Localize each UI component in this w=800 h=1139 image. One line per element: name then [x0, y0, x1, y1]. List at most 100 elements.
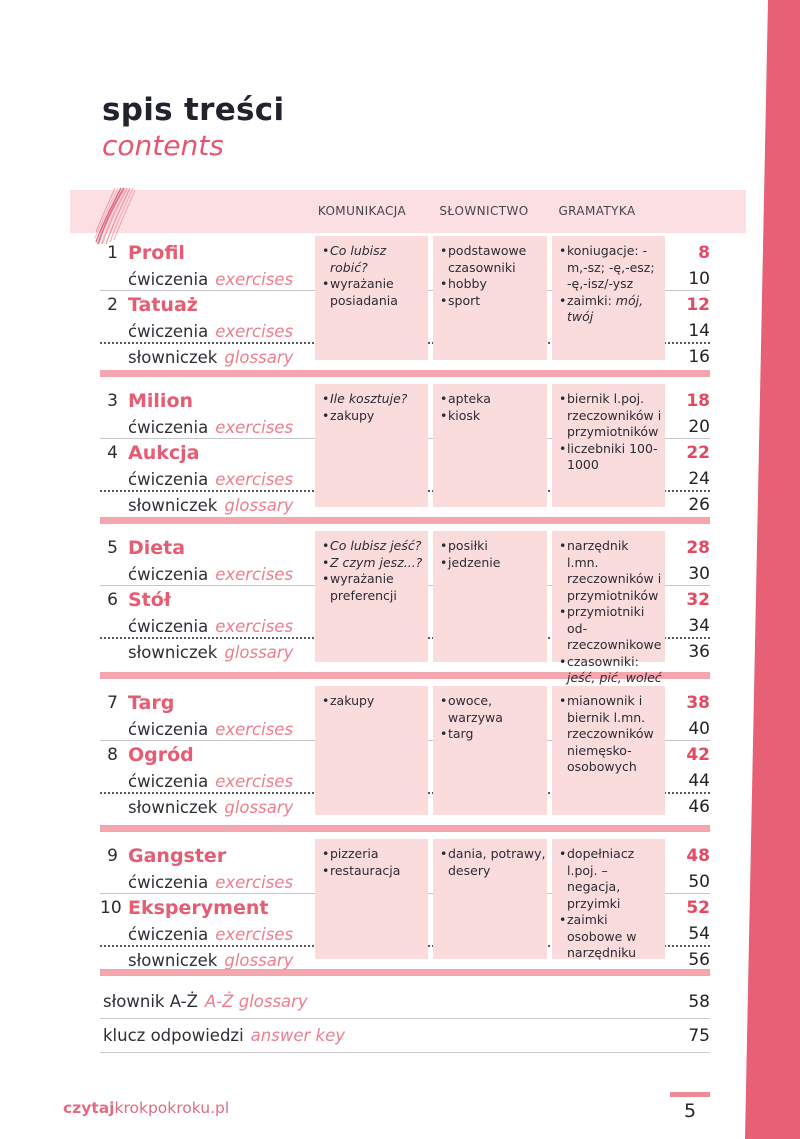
- page-number[interactable]: 34: [688, 616, 710, 636]
- exercises-entry[interactable]: ćwiczenia exercises: [128, 561, 293, 587]
- box-komunikacja: zakupy: [315, 686, 428, 815]
- page-number[interactable]: 75: [688, 1025, 710, 1046]
- page-number[interactable]: 50: [688, 872, 710, 892]
- page-number[interactable]: 48: [686, 846, 710, 866]
- chapter-entry[interactable]: 2 Tatuaż: [100, 292, 198, 318]
- page-number[interactable]: 52: [686, 898, 710, 918]
- page-number[interactable]: 24: [688, 469, 710, 489]
- toc-section: 5 Dieta ćwiczenia exercises 6 Stół ćwiczenia ex…: [100, 531, 710, 685]
- page-number[interactable]: 46: [688, 797, 710, 817]
- section-divider-bar: [100, 969, 710, 976]
- exercises-label-en: exercises: [215, 719, 294, 739]
- chapter-entry[interactable]: 5 Dieta: [100, 535, 185, 561]
- chapter-entry[interactable]: 7 Targ: [100, 690, 174, 716]
- back-matter-label-pl: klucz odpowiedzi: [103, 1026, 244, 1045]
- page-number[interactable]: 40: [688, 719, 710, 739]
- glossary-label-en: glossary: [224, 347, 294, 367]
- bullet-item: zakupy: [322, 408, 427, 425]
- back-matter-entry[interactable]: słownik A-Ż A-Ż glossary 58: [100, 985, 710, 1019]
- website-link-rest: krokpokroku.pl: [114, 1099, 230, 1117]
- page-number[interactable]: 22: [686, 443, 710, 463]
- exercises-label-pl: ćwiczenia: [128, 719, 209, 739]
- chapter-title: Targ: [128, 692, 175, 714]
- bullet-text: restauracja: [330, 862, 401, 878]
- page-number[interactable]: 32: [686, 590, 710, 610]
- chapter-entry[interactable]: 9 Gangster: [100, 843, 226, 869]
- page-number[interactable]: 28: [686, 538, 710, 558]
- bullet-text: jedzenie: [448, 554, 501, 570]
- box-slownictwo: podstawowe czasownikihobbysport: [433, 236, 547, 360]
- box-komunikacja: pizzeriarestauracja: [315, 839, 428, 959]
- chapter-entry[interactable]: 10 Eksperyment: [100, 895, 268, 921]
- exercises-label-pl: ćwiczenia: [128, 924, 209, 944]
- back-matter-entry[interactable]: klucz odpowiedzi answer key 75: [100, 1019, 710, 1053]
- glossary-entry[interactable]: słowniczek glossary: [128, 344, 293, 370]
- bullet-text: dopełniacz l.poj. – negacja, przyimki: [567, 846, 635, 911]
- page-number[interactable]: 42: [686, 745, 710, 765]
- page-number[interactable]: 8: [698, 243, 710, 263]
- bullet-text: podstawowe czasowniki: [448, 243, 527, 275]
- back-matter-label: klucz odpowiedzi answer key: [103, 1026, 345, 1045]
- exercises-entry[interactable]: ćwiczenia exercises: [128, 466, 293, 492]
- page-number[interactable]: 14: [688, 321, 710, 341]
- bullet-text: czasowniki:: [567, 653, 639, 669]
- page-number[interactable]: 44: [688, 771, 710, 791]
- exercises-entry[interactable]: ćwiczenia exercises: [128, 716, 293, 742]
- bullet-item: czasowniki: jeść, pić, woleć: [559, 654, 664, 687]
- page-number[interactable]: 20: [688, 417, 710, 437]
- chapter-entry[interactable]: 1 Profil: [100, 240, 185, 266]
- website-link[interactable]: czytajkrokpokroku.pl: [63, 1099, 229, 1117]
- exercises-label-pl: ćwiczenia: [128, 469, 209, 489]
- bullet-item: wyrażanie preferencji: [322, 571, 427, 604]
- toc-section: 9 Gangster ćwiczenia exercises 10 Eksperyment…: [100, 839, 710, 970]
- exercises-entry[interactable]: ćwiczenia exercises: [128, 266, 293, 292]
- page-title: spis treści: [102, 92, 285, 128]
- bullet-item: liczebniki 100-1000: [559, 441, 664, 474]
- bullet-text: pizzeria: [330, 846, 379, 861]
- bullet-text: Co lubisz jeść?: [330, 538, 422, 553]
- bullet-item: sport: [440, 293, 546, 310]
- column-header-komunikacja: KOMUNIKACJA: [317, 204, 407, 218]
- glossary-entry[interactable]: słowniczek glossary: [128, 794, 293, 820]
- glossary-entry[interactable]: słowniczek glossary: [128, 947, 293, 973]
- chapter-entry[interactable]: 8 Ogród: [100, 742, 194, 768]
- page-number[interactable]: 10: [688, 269, 710, 289]
- page-number[interactable]: 36: [688, 642, 710, 662]
- exercises-entry[interactable]: ćwiczenia exercises: [128, 869, 293, 895]
- page-number[interactable]: 26: [688, 495, 710, 515]
- box-gramatyka: biernik l.poj. rzeczowników i przymiotni…: [552, 384, 665, 507]
- exercises-label-en: exercises: [215, 469, 294, 489]
- box-slownictwo: aptekakiosk: [433, 384, 547, 507]
- exercises-entry[interactable]: ćwiczenia exercises: [128, 768, 293, 794]
- swirl-decoration-icon: [94, 187, 136, 245]
- page-number[interactable]: 58: [688, 991, 710, 1012]
- chapter-entry[interactable]: 3 Milion: [100, 388, 193, 414]
- page-number[interactable]: 16: [688, 347, 710, 367]
- exercises-entry[interactable]: ćwiczenia exercises: [128, 318, 293, 344]
- box-gramatyka: narzędnik l.mn. rzeczowników i przymiotn…: [552, 531, 665, 685]
- bullet-item: zakupy: [322, 693, 427, 710]
- bullet-item: wyrażanie posiadania: [322, 276, 427, 309]
- bullet-item: Z czym jesz...?: [322, 555, 427, 572]
- glossary-entry[interactable]: słowniczek glossary: [128, 639, 293, 665]
- chapter-entry[interactable]: 4 Aukcja: [100, 440, 199, 466]
- chapter-title: Dieta: [128, 537, 186, 559]
- glossary-entry[interactable]: słowniczek glossary: [128, 492, 293, 518]
- bullet-text: kiosk: [448, 407, 481, 423]
- page-number[interactable]: 54: [688, 924, 710, 944]
- bullet-text: Ile kosztuje?: [330, 391, 408, 406]
- exercises-entry[interactable]: ćwiczenia exercises: [128, 613, 293, 639]
- chapter-entry[interactable]: 6 Stół: [100, 587, 171, 613]
- page-number[interactable]: 38: [686, 693, 710, 713]
- page-number[interactable]: 12: [686, 295, 710, 315]
- exercises-label-en: exercises: [215, 771, 294, 791]
- exercises-entry[interactable]: ćwiczenia exercises: [128, 414, 293, 440]
- page-number[interactable]: 30: [688, 564, 710, 584]
- bullet-item: owoce, warzywa: [440, 693, 546, 726]
- exercises-entry[interactable]: ćwiczenia exercises: [128, 921, 293, 947]
- page-number[interactable]: 18: [686, 391, 710, 411]
- chapter-title: Gangster: [128, 845, 227, 867]
- page-number[interactable]: 56: [688, 950, 710, 970]
- chapter-number: 2: [107, 295, 118, 315]
